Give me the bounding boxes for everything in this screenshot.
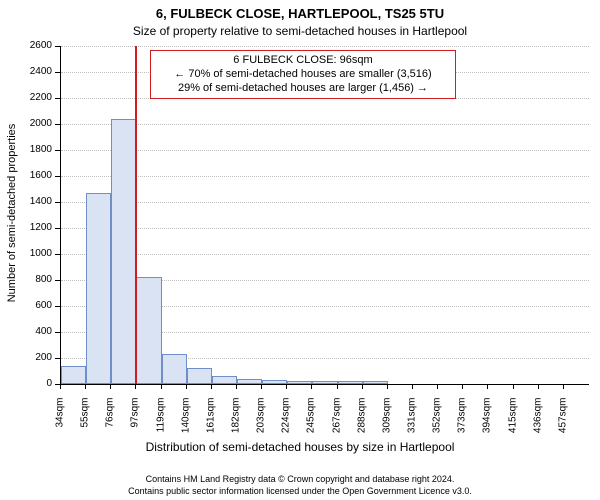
xtick-mark	[362, 384, 363, 389]
gridline	[61, 202, 589, 203]
annotation-line2: ← 70% of semi-detached houses are smalle…	[157, 68, 449, 82]
xtick-mark	[186, 384, 187, 389]
reference-line	[135, 46, 137, 384]
ytick-mark	[55, 72, 60, 73]
xtick-mark	[135, 384, 136, 389]
xtick-mark	[110, 384, 111, 389]
gridline	[61, 228, 589, 229]
xtick-label: 352sqm	[432, 398, 443, 458]
xtick-label: 245sqm	[306, 398, 317, 458]
figure: 6, FULBECK CLOSE, HARTLEPOOL, TS25 5TU S…	[0, 0, 600, 500]
histogram-bar	[262, 380, 287, 384]
xtick-mark	[337, 384, 338, 389]
xtick-mark	[211, 384, 212, 389]
xtick-label: 331sqm	[407, 398, 418, 458]
chart-title-main: 6, FULBECK CLOSE, HARTLEPOOL, TS25 5TU	[0, 6, 600, 21]
ytick-label: 600	[0, 300, 52, 311]
xtick-mark	[513, 384, 514, 389]
xtick-mark	[311, 384, 312, 389]
xtick-mark	[60, 384, 61, 389]
xtick-mark	[236, 384, 237, 389]
ytick-label: 1600	[0, 170, 52, 181]
ytick-label: 2400	[0, 66, 52, 77]
xtick-label: 140sqm	[180, 398, 191, 458]
xtick-label: 394sqm	[482, 398, 493, 458]
ytick-label: 400	[0, 326, 52, 337]
xtick-label: 76sqm	[105, 398, 116, 458]
footer-line-1: Contains HM Land Registry data © Crown c…	[0, 474, 600, 484]
xtick-mark	[161, 384, 162, 389]
xtick-label: 436sqm	[532, 398, 543, 458]
histogram-bar	[237, 379, 262, 384]
xtick-mark	[261, 384, 262, 389]
histogram-bar	[312, 381, 337, 384]
xtick-label: 288sqm	[356, 398, 367, 458]
histogram-bar	[136, 277, 161, 384]
xtick-label: 55sqm	[80, 398, 91, 458]
xtick-mark	[437, 384, 438, 389]
ytick-mark	[55, 46, 60, 47]
ytick-label: 2600	[0, 40, 52, 51]
xtick-label: 373sqm	[457, 398, 468, 458]
gridline	[61, 46, 589, 47]
xtick-label: 224sqm	[281, 398, 292, 458]
xtick-label: 457sqm	[557, 398, 568, 458]
xtick-label: 309sqm	[381, 398, 392, 458]
ytick-mark	[55, 228, 60, 229]
ytick-mark	[55, 124, 60, 125]
xtick-mark	[286, 384, 287, 389]
gridline	[61, 150, 589, 151]
histogram-bar	[86, 193, 111, 384]
xtick-label: 97sqm	[130, 398, 141, 458]
ytick-mark	[55, 280, 60, 281]
histogram-bar	[338, 381, 363, 384]
chart-title-sub: Size of property relative to semi-detach…	[0, 24, 600, 38]
xtick-mark	[538, 384, 539, 389]
histogram-bar	[61, 366, 86, 384]
xtick-mark	[412, 384, 413, 389]
xtick-label: 161sqm	[205, 398, 216, 458]
xtick-mark	[462, 384, 463, 389]
xtick-mark	[387, 384, 388, 389]
ytick-mark	[55, 254, 60, 255]
histogram-bar	[111, 119, 136, 384]
histogram-bar	[287, 381, 312, 384]
ytick-label: 1800	[0, 144, 52, 155]
ytick-mark	[55, 98, 60, 99]
ytick-label: 2000	[0, 118, 52, 129]
xtick-label: 415sqm	[507, 398, 518, 458]
histogram-bar	[162, 354, 187, 384]
ytick-label: 800	[0, 274, 52, 285]
xtick-label: 119sqm	[155, 398, 166, 458]
ytick-label: 1000	[0, 248, 52, 259]
ytick-label: 2200	[0, 92, 52, 103]
xtick-label: 34sqm	[55, 398, 66, 458]
gridline	[61, 124, 589, 125]
gridline	[61, 176, 589, 177]
ytick-mark	[55, 202, 60, 203]
ytick-mark	[55, 306, 60, 307]
annotation-box: 6 FULBECK CLOSE: 96sqm ← 70% of semi-det…	[150, 50, 456, 99]
histogram-bar	[212, 376, 237, 384]
gridline	[61, 254, 589, 255]
ytick-label: 1200	[0, 222, 52, 233]
histogram-bar	[363, 381, 388, 384]
ytick-label: 1400	[0, 196, 52, 207]
annotation-line1: 6 FULBECK CLOSE: 96sqm	[157, 54, 449, 68]
xtick-mark	[85, 384, 86, 389]
ytick-mark	[55, 176, 60, 177]
xtick-label: 203sqm	[256, 398, 267, 458]
footer-line-2: Contains public sector information licen…	[0, 486, 600, 496]
ytick-mark	[55, 150, 60, 151]
ytick-mark	[55, 332, 60, 333]
xtick-mark	[563, 384, 564, 389]
annotation-line3: 29% of semi-detached houses are larger (…	[157, 82, 449, 96]
histogram-bar	[187, 368, 212, 384]
xtick-label: 182sqm	[231, 398, 242, 458]
xtick-label: 267sqm	[331, 398, 342, 458]
ytick-mark	[55, 358, 60, 359]
ytick-label: 200	[0, 352, 52, 363]
xtick-mark	[487, 384, 488, 389]
ytick-label: 0	[0, 378, 52, 389]
